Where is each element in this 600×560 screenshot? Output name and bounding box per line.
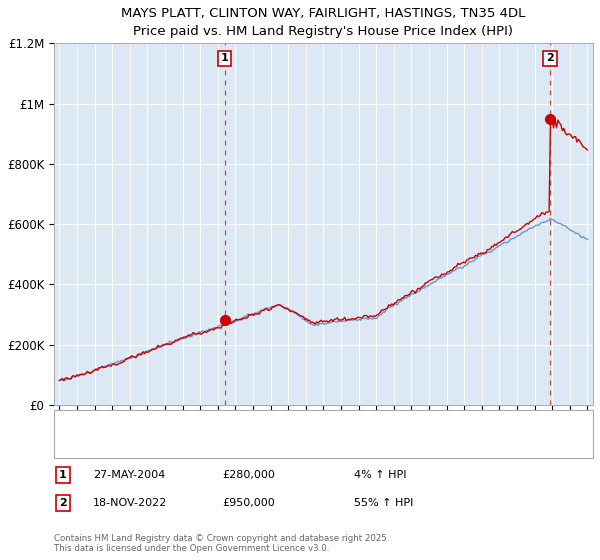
Text: £950,000: £950,000 [222,498,275,508]
Text: 2: 2 [546,53,554,63]
Text: HPI: Average price, detached house, Rother: HPI: Average price, detached house, Roth… [90,441,317,451]
Text: 2: 2 [59,498,67,508]
Text: 1: 1 [221,53,229,63]
Text: MAYS PLATT, CLINTON WAY, FAIRLIGHT, HASTINGS, TN35 4DL (detached house): MAYS PLATT, CLINTON WAY, FAIRLIGHT, HAST… [90,419,503,430]
Text: 4% ↑ HPI: 4% ↑ HPI [354,470,407,480]
Text: 1: 1 [59,470,67,480]
Title: MAYS PLATT, CLINTON WAY, FAIRLIGHT, HASTINGS, TN35 4DL
Price paid vs. HM Land Re: MAYS PLATT, CLINTON WAY, FAIRLIGHT, HAST… [121,7,526,38]
Text: —: — [72,438,88,454]
Text: Contains HM Land Registry data © Crown copyright and database right 2025.
This d: Contains HM Land Registry data © Crown c… [54,534,389,553]
Text: 27-MAY-2004: 27-MAY-2004 [93,470,165,480]
Text: 18-NOV-2022: 18-NOV-2022 [93,498,167,508]
Text: £280,000: £280,000 [222,470,275,480]
Text: 55% ↑ HPI: 55% ↑ HPI [354,498,413,508]
Text: —: — [72,417,88,432]
